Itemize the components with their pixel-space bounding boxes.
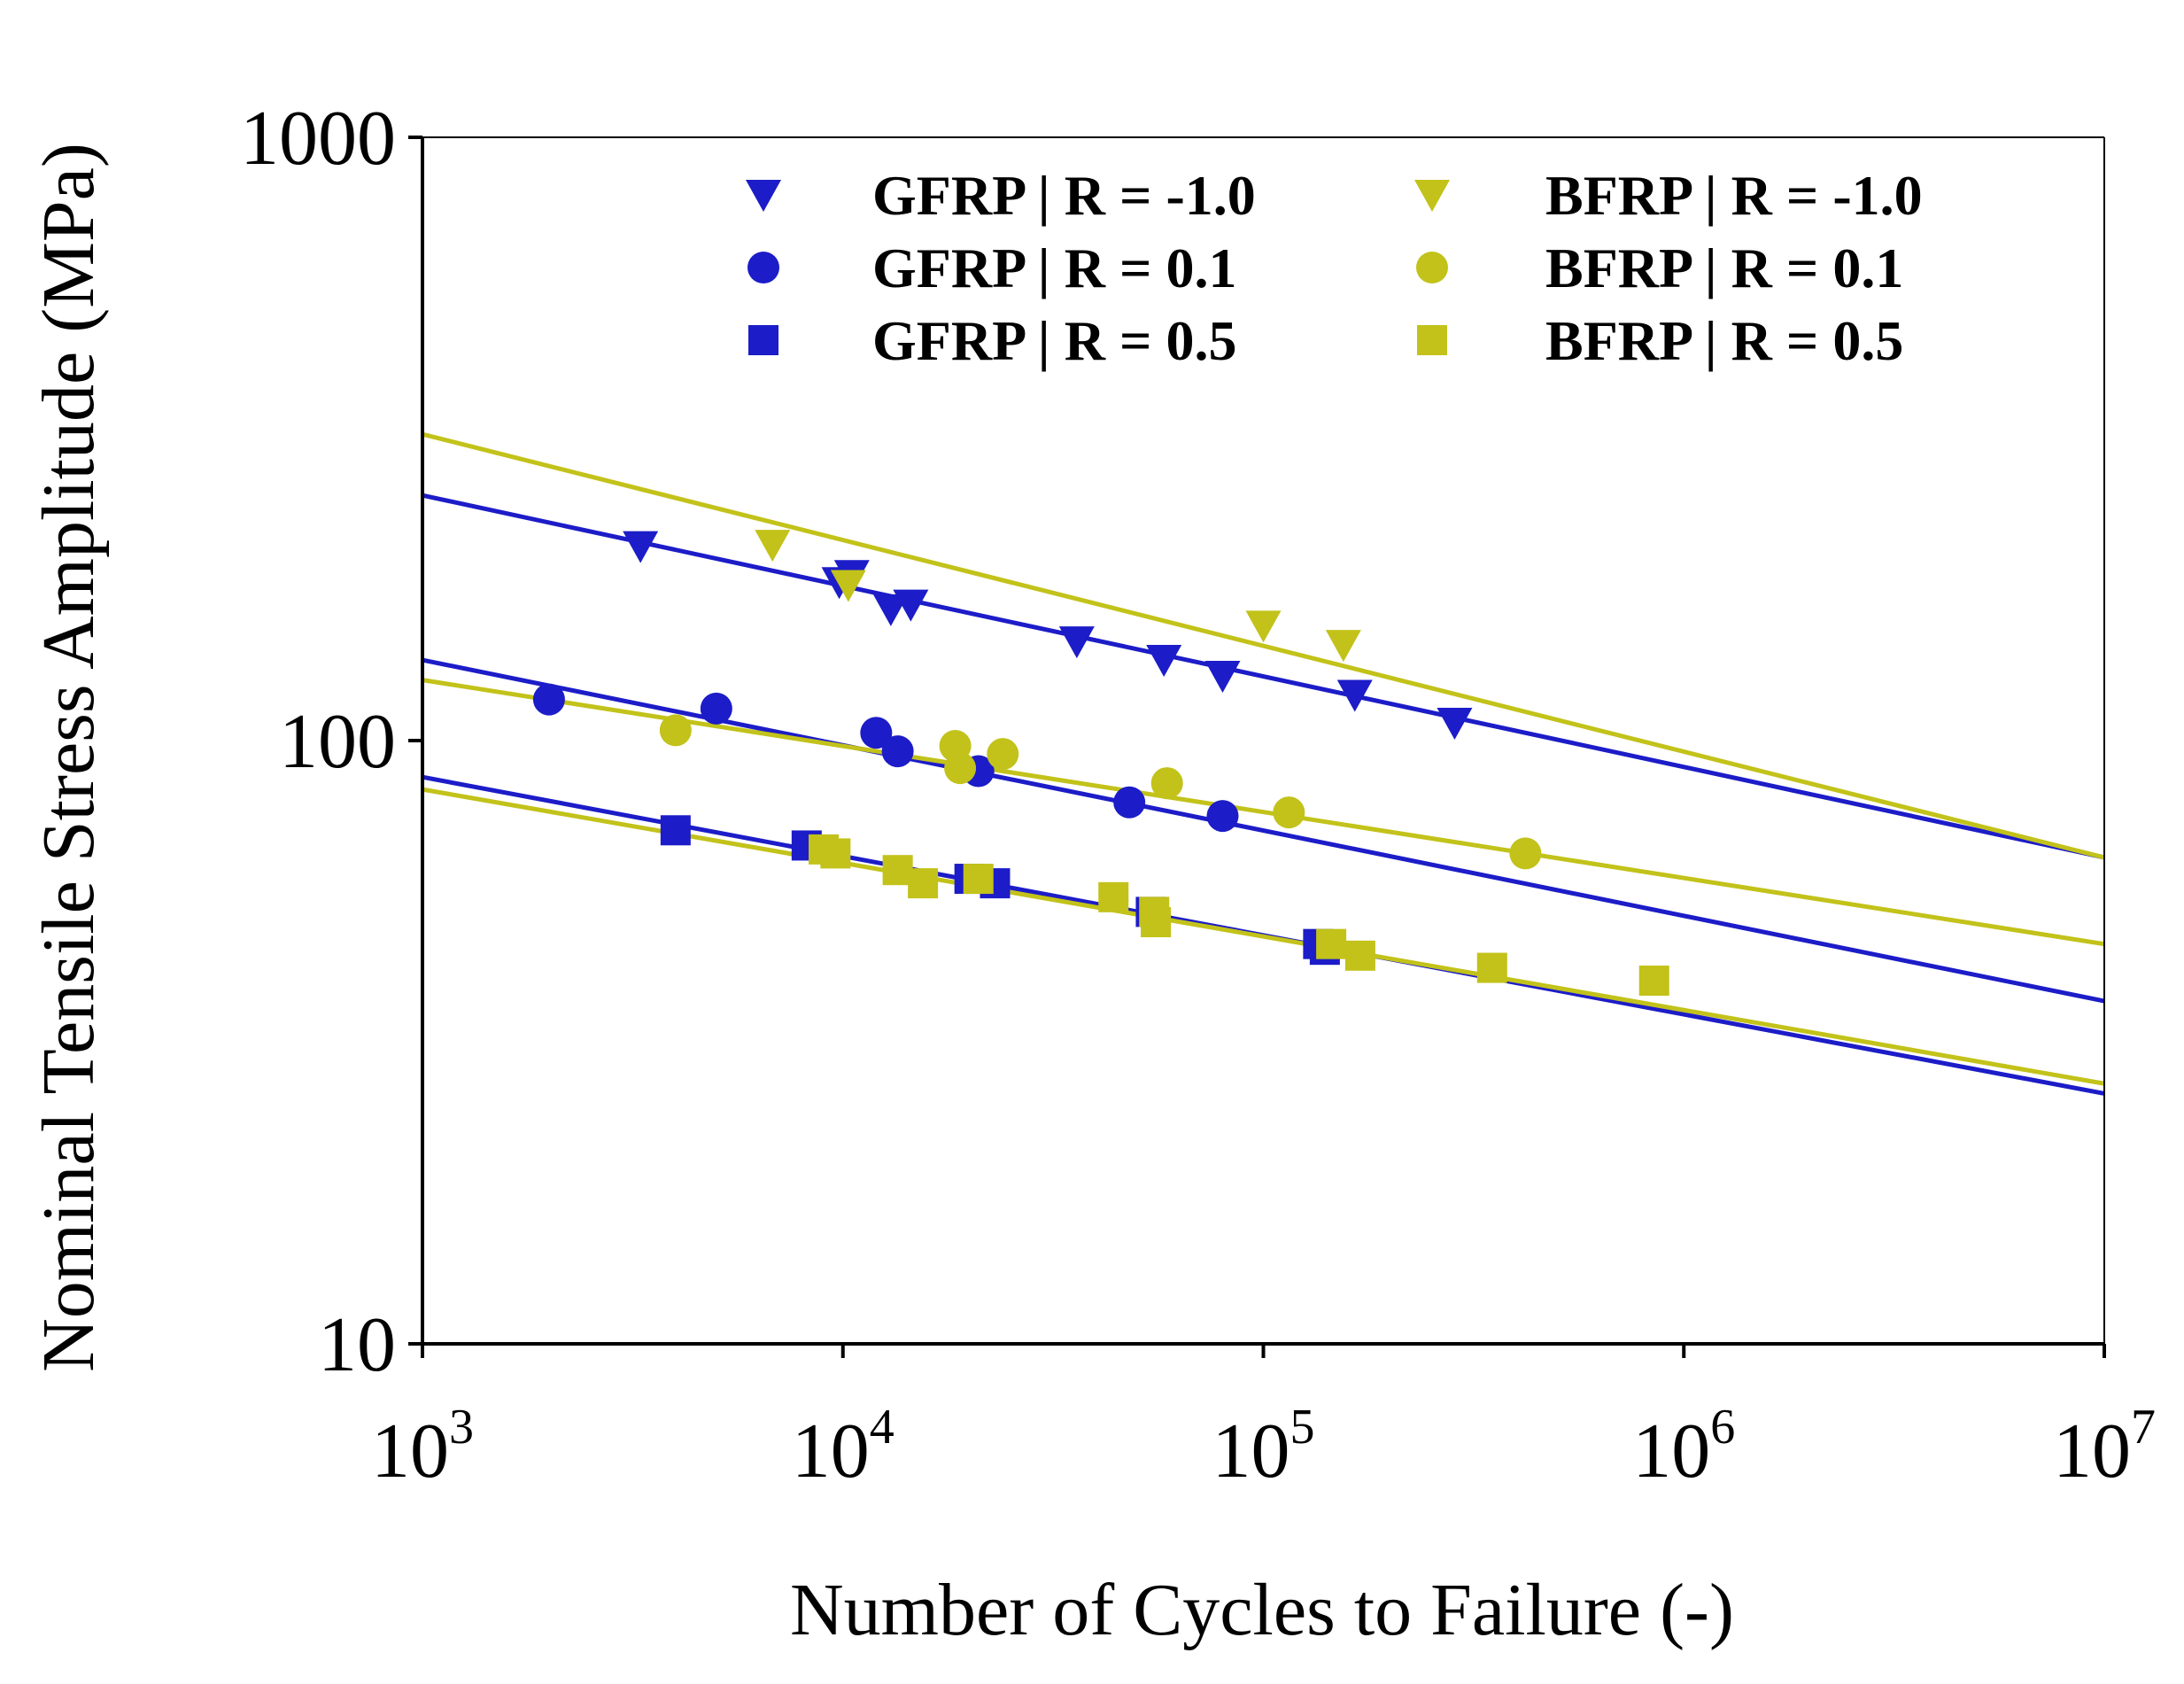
data-point xyxy=(1141,907,1172,938)
legend-label: GFRP | R = 0.1 xyxy=(872,237,1236,299)
fit-line-bfrp-5 xyxy=(422,787,2105,1086)
data-point xyxy=(1476,952,1507,983)
data-point xyxy=(1273,796,1305,829)
plot-area xyxy=(422,431,2105,1096)
legend: GFRP | R = -1.0 GFRP | R = 0.1 GFRP | R = … xyxy=(746,164,1923,372)
x-tick-label: 105 xyxy=(1212,1400,1315,1494)
data-point xyxy=(872,594,909,626)
legend-label: BFRP | R = -1.0 xyxy=(1545,164,1923,227)
y-tick-label: 10 xyxy=(318,1302,396,1388)
data-point xyxy=(882,855,913,886)
data-point xyxy=(1206,800,1239,833)
fit-line-gfrp-0 xyxy=(422,493,2105,860)
legend-label: BFRP | R = 0.5 xyxy=(1545,309,1903,372)
data-point xyxy=(1150,767,1183,800)
x-tick-label: 106 xyxy=(1632,1400,1735,1494)
x-tick-label: 104 xyxy=(792,1400,895,1494)
data-point xyxy=(1098,881,1129,912)
data-point xyxy=(908,868,939,899)
legend-marker xyxy=(1414,180,1450,212)
fit-line-bfrp-4 xyxy=(422,678,2105,947)
data-point xyxy=(755,530,791,563)
data-point xyxy=(987,738,1019,771)
data-point xyxy=(532,683,565,716)
x-tick-label: 107 xyxy=(2053,1400,2156,1494)
data-point xyxy=(1638,965,1669,996)
data-point xyxy=(660,815,691,846)
data-point xyxy=(1509,837,1542,870)
data-point xyxy=(860,717,893,749)
legend-marker xyxy=(1417,325,1447,355)
data-point xyxy=(1336,679,1373,712)
x-axis-title: Number of Cycles to Failure (-) xyxy=(790,1569,1734,1651)
data-point xyxy=(1113,786,1146,819)
data-point xyxy=(963,864,994,895)
data-point xyxy=(1058,626,1095,659)
data-point xyxy=(659,714,692,747)
y-tick-label: 100 xyxy=(279,699,396,785)
data-point xyxy=(893,589,929,622)
data-point xyxy=(881,735,914,768)
legend-marker xyxy=(746,180,781,212)
legend-marker xyxy=(747,252,779,283)
x-tick-label: 103 xyxy=(371,1400,474,1494)
legend-label: GFRP | R = 0.5 xyxy=(872,309,1236,372)
data-point xyxy=(830,570,866,602)
data-point xyxy=(700,692,732,725)
data-point xyxy=(944,752,977,785)
y-tick-label: 1000 xyxy=(240,96,396,182)
legend-label: BFRP | R = 0.1 xyxy=(1545,237,1903,299)
axes: 10 100 1000 103 104 105 106 107 xyxy=(240,96,2156,1494)
data-point xyxy=(820,838,851,869)
data-point xyxy=(1325,630,1361,663)
data-point xyxy=(1316,928,1347,959)
data-point xyxy=(1204,660,1241,693)
data-point xyxy=(1146,645,1182,678)
y-axis-title: Nominal Tensile Stress Amplitude (MPa) xyxy=(27,143,110,1372)
data-point xyxy=(1245,610,1282,643)
legend-label: GFRP | R = -1.0 xyxy=(872,164,1256,227)
data-point xyxy=(1344,940,1375,971)
data-point xyxy=(623,531,659,563)
fit-line-bfrp-3 xyxy=(422,431,2105,860)
legend-marker xyxy=(1416,252,1448,283)
data-point xyxy=(1437,707,1473,740)
legend-marker xyxy=(748,325,778,355)
